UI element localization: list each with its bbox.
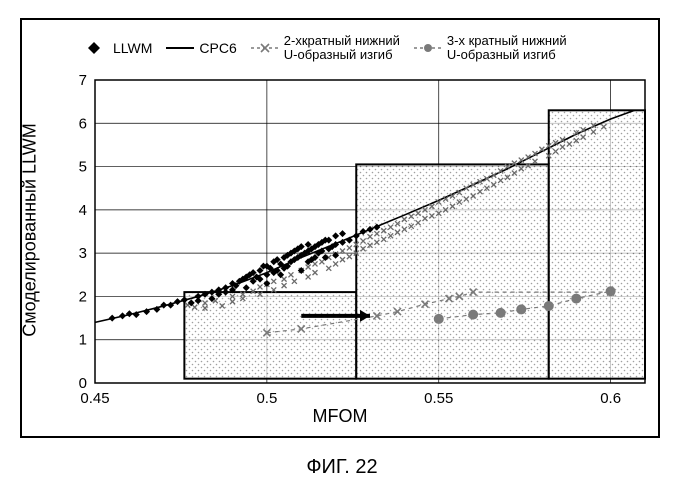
legend-swatch-dash-dot [414, 38, 442, 58]
svg-text:5: 5 [79, 159, 87, 176]
chart-svg: 012345670.450.50.550.6 [20, 18, 660, 438]
legend-swatch-diamond [80, 38, 108, 58]
x-axis-label: MFOM [20, 406, 660, 427]
legend-item-cpc6: CPC6 [166, 38, 236, 58]
legend-item-llwm: LLWM [80, 38, 152, 58]
svg-text:0.5: 0.5 [256, 390, 277, 407]
svg-text:6: 6 [79, 115, 87, 132]
legend-item-u3: 3-х кратный нижнийU-образный изгиб [414, 34, 567, 61]
figure-caption: ФИГ. 22 [0, 456, 684, 479]
svg-text:7: 7 [79, 72, 87, 89]
svg-text:3: 3 [79, 245, 87, 262]
svg-text:1: 1 [79, 332, 87, 349]
legend-swatch-dash-x [251, 38, 279, 58]
figure-frame: 012345670.450.50.550.6 LLWM CPC6 2-хкрат… [0, 0, 684, 500]
legend-label: 3-х кратный нижнийU-образный изгиб [447, 34, 567, 61]
legend-item-u2: 2-хкратный нижнийU-образный изгиб [251, 34, 400, 61]
y-axis-label: Смоделированный LLWM [20, 123, 41, 336]
svg-text:4: 4 [79, 202, 87, 219]
legend-label: LLWM [113, 40, 152, 56]
legend-swatch-line [166, 38, 194, 58]
svg-text:0.55: 0.55 [424, 390, 453, 407]
svg-text:2: 2 [79, 288, 87, 305]
legend: LLWM CPC6 2-хкратный нижнийU-образный из… [80, 26, 640, 70]
svg-text:0.45: 0.45 [80, 390, 109, 407]
legend-label: CPC6 [199, 40, 236, 56]
legend-label: 2-хкратный нижнийU-образный изгиб [284, 34, 400, 61]
svg-text:0.6: 0.6 [600, 390, 621, 407]
